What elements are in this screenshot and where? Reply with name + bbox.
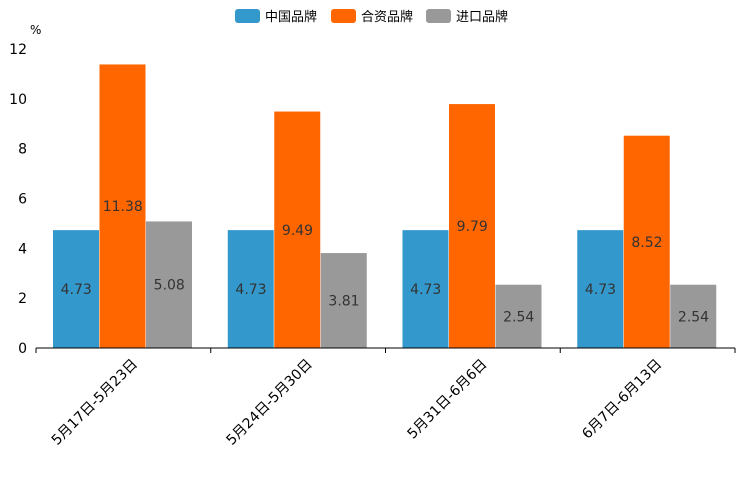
legend-swatch[interactable] bbox=[235, 9, 260, 23]
y-tick-label: 8 bbox=[18, 142, 27, 158]
x-tick-label: 5月24日-5月30日 bbox=[223, 356, 315, 448]
data-label: 11.38 bbox=[103, 199, 143, 215]
y-axis: 0 2 4 6 8 10 12 bbox=[9, 42, 27, 357]
y-tick-label: 6 bbox=[18, 192, 27, 208]
data-label: 9.79 bbox=[457, 219, 488, 235]
bar-1-3[interactable] bbox=[402, 230, 449, 348]
y-tick-label: 12 bbox=[9, 42, 27, 58]
legend-swatch[interactable] bbox=[426, 9, 451, 23]
y-tick-label: 4 bbox=[18, 241, 27, 257]
bars: 4.73 11.38 5.08 4.73 9.49 3.81 4.73 9.79 2.54 4.7… bbox=[53, 64, 717, 349]
bar-3-2[interactable] bbox=[320, 253, 367, 348]
y-tick-label: 0 bbox=[18, 341, 27, 357]
data-label: 9.49 bbox=[282, 223, 313, 239]
bar-2-1[interactable] bbox=[99, 64, 146, 348]
bar-1-1[interactable] bbox=[53, 230, 99, 348]
bar-2-3[interactable] bbox=[449, 104, 495, 349]
legend-label[interactable]: 进口品牌 bbox=[456, 9, 508, 25]
bar-2-4[interactable] bbox=[623, 135, 670, 348]
data-label: 4.73 bbox=[61, 282, 92, 298]
data-label: 4.73 bbox=[410, 282, 441, 298]
x-tick-label: 5月31日-6月6日 bbox=[405, 356, 491, 442]
x-axis: 5月17日-5月23日 5月24日-5月30日 5月31日-6月6日 6月7日-6月1… bbox=[35, 347, 736, 449]
bar-1-2[interactable] bbox=[227, 230, 274, 348]
y-tick-label: 2 bbox=[18, 291, 27, 307]
data-label: 4.73 bbox=[585, 282, 616, 298]
legend-label[interactable]: 中国品牌 bbox=[265, 9, 317, 25]
legend[interactable]: 中国品牌 合资品牌 进口品牌 bbox=[235, 9, 508, 25]
data-label: 2.54 bbox=[503, 309, 534, 325]
y-tick-label: 10 bbox=[9, 92, 27, 108]
legend-swatch[interactable] bbox=[331, 9, 356, 23]
data-label: 8.52 bbox=[631, 235, 662, 251]
data-label: 4.73 bbox=[235, 282, 266, 298]
legend-label[interactable]: 合资品牌 bbox=[361, 9, 413, 25]
x-tick-label: 5月17日-5月23日 bbox=[49, 356, 141, 448]
bar-3-3[interactable] bbox=[495, 284, 542, 348]
x-tick-label: 6月7日-6月13日 bbox=[579, 356, 665, 442]
bar-1-4[interactable] bbox=[577, 230, 624, 348]
data-label: 3.81 bbox=[328, 294, 359, 310]
bar-2-2[interactable] bbox=[274, 111, 321, 348]
bar-3-4[interactable] bbox=[670, 284, 717, 348]
bar-3-1[interactable] bbox=[146, 221, 192, 348]
data-label: 2.54 bbox=[678, 309, 709, 325]
y-axis-unit-label: % bbox=[30, 23, 41, 37]
data-label: 5.08 bbox=[154, 278, 185, 294]
